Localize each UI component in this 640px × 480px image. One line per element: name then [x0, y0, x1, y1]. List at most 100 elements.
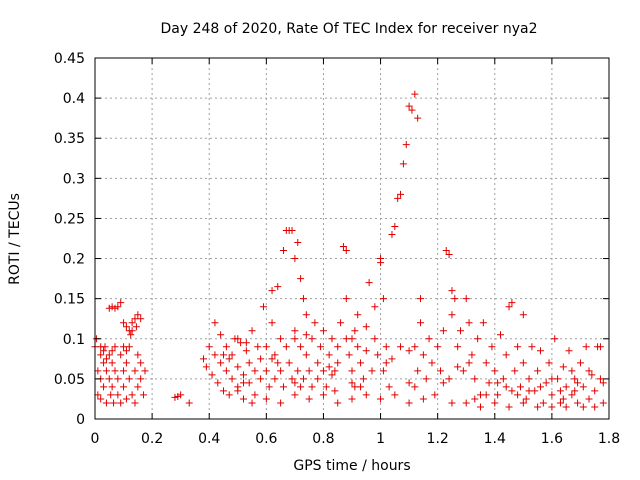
data-point [268, 287, 276, 295]
data-point [548, 375, 556, 383]
data-point [499, 375, 507, 383]
data-point [257, 375, 265, 383]
data-point [559, 395, 567, 403]
data-point [111, 367, 119, 375]
data-point [125, 327, 133, 335]
data-point [319, 327, 327, 335]
data-point [414, 114, 422, 122]
data-point [379, 295, 387, 303]
data-point [257, 355, 265, 363]
y-axis-label: ROTI / TECUs [7, 193, 23, 285]
data-point [288, 226, 296, 234]
data-point [122, 359, 130, 367]
data-point [228, 375, 236, 383]
data-point [105, 375, 113, 383]
data-point [574, 379, 582, 387]
data-point [525, 387, 533, 395]
data-point [368, 367, 376, 375]
data-point [120, 383, 128, 391]
data-point [482, 359, 490, 367]
data-point [382, 359, 390, 367]
data-point [299, 295, 307, 303]
data-point [308, 383, 316, 391]
data-point [331, 367, 339, 375]
data-point [397, 190, 405, 198]
data-point [516, 383, 524, 391]
data-point [291, 327, 299, 335]
data-point [434, 343, 442, 351]
y-tick-label: 0.35 [54, 131, 85, 147]
plot-frame [94, 57, 610, 420]
data-point [419, 395, 427, 403]
data-point [299, 375, 307, 383]
data-point [110, 399, 118, 407]
data-point [422, 375, 430, 383]
y-tick-label: 0.2 [63, 252, 85, 268]
data-point [411, 90, 419, 98]
x-tick-label: 1.2 [427, 431, 449, 447]
y-tick-label: 0.45 [54, 51, 85, 67]
data-point [102, 367, 110, 375]
data-point [185, 399, 193, 407]
data-point [514, 343, 522, 351]
data-point [334, 343, 342, 351]
data-point [127, 331, 135, 339]
data-point [274, 359, 282, 367]
data-point [551, 335, 559, 343]
data-point [519, 311, 527, 319]
data-point [591, 403, 599, 411]
data-point [302, 311, 310, 319]
data-point [342, 295, 350, 303]
data-point [122, 347, 130, 355]
data-point [568, 391, 576, 399]
data-point [137, 315, 145, 323]
data-point [382, 343, 390, 351]
data-point [319, 367, 327, 375]
data-point [508, 299, 516, 307]
data-point [391, 222, 399, 230]
data-point [545, 359, 553, 367]
data-point [439, 379, 447, 387]
data-point [471, 375, 479, 383]
data-point [397, 343, 405, 351]
data-point [556, 399, 564, 407]
data-point [128, 391, 136, 399]
data-point [274, 283, 282, 291]
x-tick-label: 1.4 [484, 431, 506, 447]
x-tick-label: 0.6 [255, 431, 277, 447]
data-point [108, 359, 116, 367]
data-point [514, 391, 522, 399]
data-point [457, 327, 465, 335]
data-point [548, 403, 556, 411]
data-point [565, 347, 573, 355]
data-point [462, 399, 470, 407]
data-point [445, 375, 453, 383]
data-point [311, 319, 319, 327]
data-point [225, 391, 233, 399]
data-point [334, 399, 342, 407]
data-point [254, 343, 262, 351]
x-tick-label: 1 [376, 431, 385, 447]
data-point [131, 367, 139, 375]
data-point [220, 351, 227, 359]
data-point [305, 367, 313, 375]
x-tick-label: 0.4 [198, 431, 220, 447]
data-point [405, 102, 413, 110]
data-point [562, 403, 570, 411]
data-point [308, 335, 316, 343]
data-point [542, 379, 550, 387]
data-point [508, 387, 516, 395]
data-point [248, 327, 256, 335]
data-point [200, 355, 208, 363]
data-point [214, 379, 222, 387]
data-point [596, 343, 604, 351]
data-point [371, 303, 379, 311]
data-point [351, 327, 359, 335]
data-point [596, 375, 604, 383]
data-point [100, 383, 108, 391]
x-tick-label: 1.8 [598, 431, 620, 447]
data-point [362, 347, 370, 355]
y-tick-label: 0.25 [54, 211, 85, 227]
data-point [174, 393, 182, 401]
data-point [477, 403, 484, 411]
